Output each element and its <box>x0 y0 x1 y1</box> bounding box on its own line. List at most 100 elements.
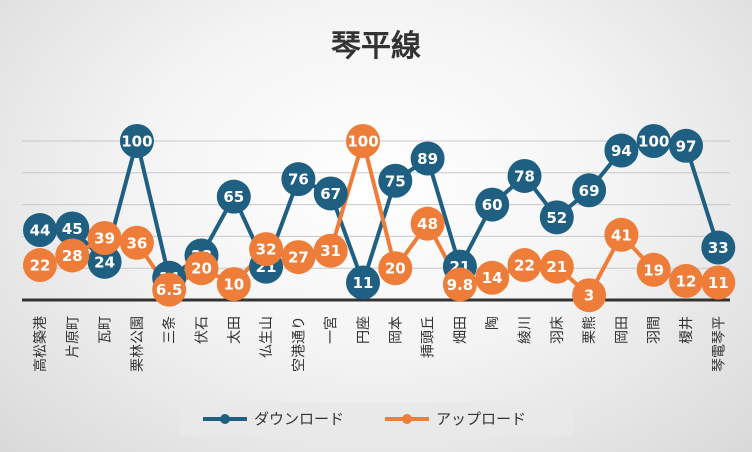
data-label: 78 <box>514 167 535 185</box>
data-label: 60 <box>482 196 503 214</box>
x-tick-label: 畑田 <box>453 316 469 344</box>
data-point <box>281 240 316 275</box>
legend-marker-download <box>220 414 230 424</box>
x-tick-label: 綾川 <box>518 316 534 344</box>
x-tick-label: 榎井 <box>679 316 695 344</box>
data-point <box>184 251 219 286</box>
data-label: 9.8 <box>447 276 474 294</box>
data-point <box>701 230 736 265</box>
x-tick-label: 仏生山 <box>259 316 275 358</box>
x-tick-label: 琴電琴平 <box>711 316 727 372</box>
data-label: 94 <box>611 142 632 160</box>
data-label: 22 <box>30 257 51 275</box>
data-point <box>539 200 574 235</box>
data-label: 31 <box>320 242 341 260</box>
data-point <box>701 265 736 300</box>
data-point <box>378 163 413 198</box>
data-label: 67 <box>320 185 341 203</box>
data-label: 32 <box>256 241 277 259</box>
data-point <box>249 232 284 267</box>
data-point <box>119 225 154 260</box>
x-tick-label: 岡田 <box>614 316 630 344</box>
data-label: 27 <box>288 249 309 267</box>
x-tick-label: 挿頭丘 <box>421 316 437 358</box>
data-label: 21 <box>546 258 567 276</box>
data-label: 48 <box>417 215 438 233</box>
data-label: 3 <box>584 287 594 305</box>
x-tick-label: 岡本 <box>388 316 404 344</box>
chart-title: 琴平線 <box>331 29 421 64</box>
data-point <box>539 249 574 284</box>
x-tick-label: 瓦町 <box>98 316 114 344</box>
legend-label-upload: アップロード <box>436 410 526 428</box>
data-point <box>346 265 380 300</box>
x-tick-label: 高松築港 <box>32 316 49 372</box>
data-points: 4445241001428652176671175892160785269941… <box>23 124 736 313</box>
data-point <box>281 162 316 197</box>
data-point <box>572 173 607 208</box>
data-label: 97 <box>676 137 697 155</box>
data-label: 69 <box>579 182 600 200</box>
data-point <box>152 272 187 307</box>
legend-label-download: ダウンロード <box>254 410 344 428</box>
data-point <box>410 141 445 176</box>
data-label: 10 <box>223 276 244 294</box>
data-point <box>669 128 703 163</box>
data-label: 89 <box>417 150 438 168</box>
legend: ダウンロード アップロード <box>180 403 573 435</box>
data-label: 100 <box>347 133 378 151</box>
data-label: 6.5 <box>156 281 183 299</box>
x-tick-label: 栗熊 <box>582 316 598 344</box>
legend-marker-upload <box>402 414 412 424</box>
data-point <box>313 176 348 211</box>
data-point <box>216 179 251 214</box>
x-tick-label: 太田 <box>227 316 243 344</box>
data-label: 11 <box>353 274 374 292</box>
x-tick-label: 円座 <box>356 316 372 344</box>
data-label: 33 <box>708 239 729 257</box>
x-tick-label: 栗林公園 <box>130 316 146 372</box>
data-point <box>346 124 380 158</box>
data-label: 39 <box>94 229 115 247</box>
data-point <box>475 187 510 222</box>
data-point <box>87 244 122 279</box>
data-point <box>669 263 703 298</box>
data-label: 52 <box>546 209 567 227</box>
data-point <box>119 124 154 158</box>
data-label: 44 <box>30 222 51 240</box>
data-point <box>636 124 671 158</box>
data-label: 19 <box>643 261 664 279</box>
data-point <box>313 233 348 268</box>
data-point <box>87 220 122 255</box>
x-tick-labels: 高松築港 片原町 瓦町 栗林公園 三条 伏石 太田 仏生山 空港通り 一宮 円座 岡本 挿頭丘 畑田 陶 綾川… <box>32 316 727 372</box>
data-label: 41 <box>611 226 632 244</box>
data-label: 11 <box>708 274 729 292</box>
data-point <box>604 133 639 168</box>
data-point <box>23 213 57 248</box>
data-label: 28 <box>62 247 83 265</box>
data-label: 14 <box>482 269 503 287</box>
x-tick-label: 伏石 <box>195 316 211 344</box>
data-label: 36 <box>126 234 147 252</box>
data-point <box>507 248 542 283</box>
data-label: 75 <box>385 172 406 190</box>
x-tick-label: 陶 <box>485 316 501 330</box>
data-label: 100 <box>121 133 152 151</box>
data-label: 12 <box>676 272 697 290</box>
data-label: 100 <box>638 133 669 151</box>
data-point <box>636 252 671 287</box>
data-label: 45 <box>62 220 83 238</box>
data-point <box>604 217 639 252</box>
data-point <box>442 267 477 302</box>
series-line-0 <box>39 139 721 285</box>
x-tick-label: 羽間 <box>647 316 663 344</box>
data-label: 20 <box>191 260 212 278</box>
x-tick-label: 羽床 <box>550 316 566 344</box>
x-tick-label: 空港通り <box>291 316 307 372</box>
data-point <box>507 158 542 193</box>
data-label: 65 <box>223 188 244 206</box>
data-point <box>572 278 607 313</box>
data-point <box>475 260 510 295</box>
